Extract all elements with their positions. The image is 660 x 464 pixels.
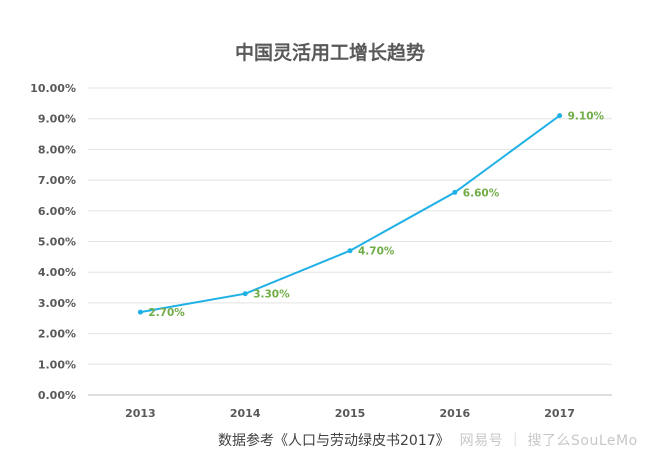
y-tick-label: 5.00%: [38, 236, 76, 249]
data-point: [348, 248, 353, 253]
data-labels: 2.70% 3.30% 4.70% 6.60% 9.10%: [148, 111, 604, 319]
x-tick-label: 2015: [335, 407, 366, 420]
y-tick-label: 4.00%: [38, 266, 76, 279]
footer: 数据参考《人口与劳动绿皮书2017》 网易号 ｜ 搜了么SouLeMo: [0, 430, 660, 450]
series-layer: [138, 113, 562, 314]
y-tick-label: 10.00%: [30, 82, 76, 95]
y-tick-label: 9.00%: [38, 113, 76, 126]
x-tick-label: 2014: [230, 407, 261, 420]
line-chart: 0.00% 1.00% 2.00% 3.00% 4.00% 5.00% 6.00% 7.00%…: [0, 0, 660, 430]
data-point: [452, 190, 457, 195]
data-point: [557, 113, 562, 118]
data-label: 6.60%: [463, 187, 500, 199]
data-point: [243, 291, 248, 296]
x-tick-label: 2013: [125, 407, 156, 420]
watermark: 网易号 ｜ 搜了么SouLeMo: [460, 430, 638, 450]
x-tick-label: 2016: [439, 407, 470, 420]
x-axis-ticks: 2013 2014 2015 2016 2017: [125, 407, 575, 420]
data-label: 2.70%: [148, 307, 185, 319]
data-label: 4.70%: [358, 246, 395, 258]
y-tick-label: 8.00%: [38, 143, 76, 156]
x-tick-label: 2017: [544, 407, 575, 420]
y-tick-label: 3.00%: [38, 297, 76, 310]
y-tick-label: 1.00%: [38, 358, 76, 371]
y-tick-label: 2.00%: [38, 328, 76, 341]
data-point: [138, 310, 143, 315]
y-axis-ticks: 0.00% 1.00% 2.00% 3.00% 4.00% 5.00% 6.00% 7.00%…: [30, 82, 76, 402]
y-tick-label: 0.00%: [38, 389, 76, 402]
y-tick-label: 6.00%: [38, 205, 76, 218]
series-line: [140, 116, 559, 312]
y-tick-label: 7.00%: [38, 174, 76, 187]
data-label: 9.10%: [568, 111, 605, 123]
source-note: 数据参考《人口与劳动绿皮书2017》: [218, 430, 450, 450]
data-label: 3.30%: [253, 289, 290, 301]
